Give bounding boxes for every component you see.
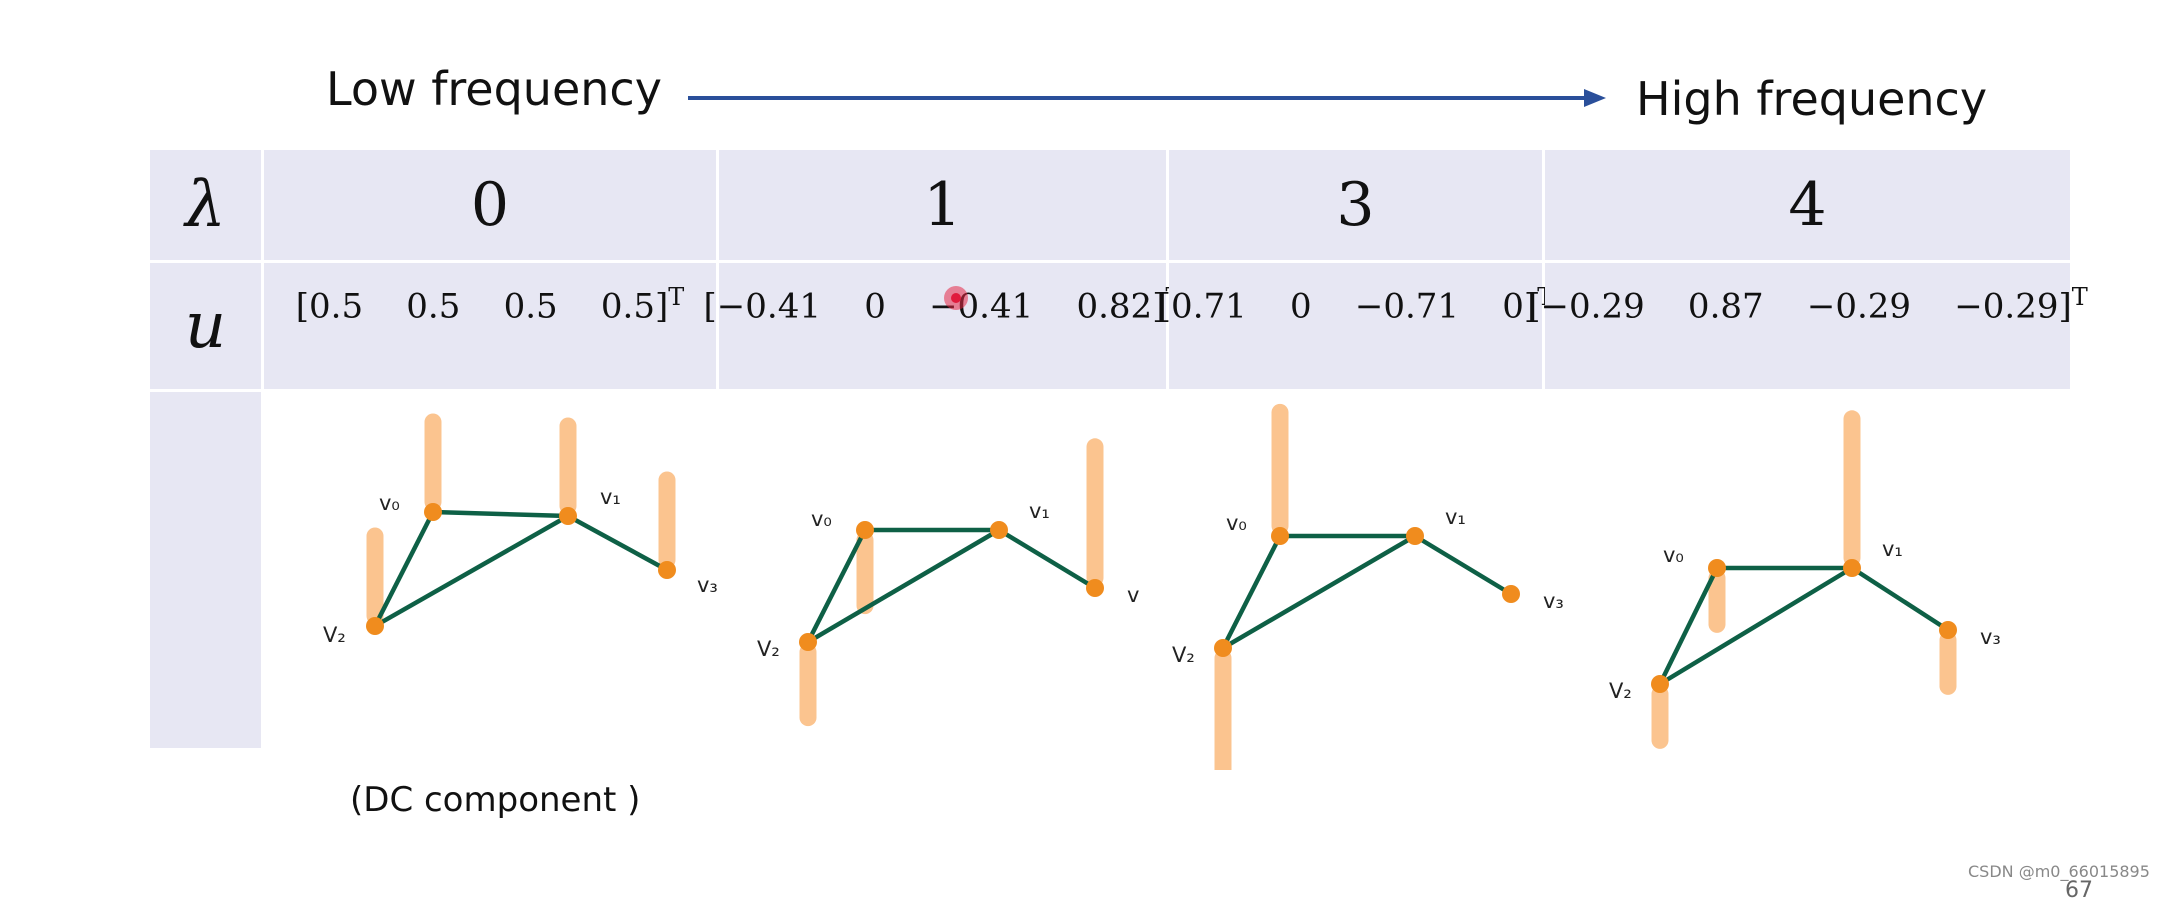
eigenvalue: 3 [1336, 170, 1375, 240]
frequency-arrow [688, 89, 1606, 107]
lambda-cell-0: 0 [264, 150, 716, 260]
eigenvalue: 1 [923, 170, 962, 240]
node-label: v₁ [1882, 537, 1903, 561]
u-symbol: u [184, 289, 227, 363]
graph-row-header-cell [150, 392, 261, 748]
graph-edge [1850, 566, 1950, 632]
lambda-symbol-cell: λ [150, 150, 261, 260]
graph-edge [372, 510, 436, 628]
graph-edge [1221, 534, 1417, 650]
graph-edge [432, 509, 569, 519]
graph-edge [997, 528, 1097, 590]
cursor-pointer-icon [944, 286, 968, 310]
graph-edge [566, 514, 669, 572]
node-label: V₂ [1172, 643, 1195, 667]
vector-cell-0: [0.5 0.5 0.5 0.5]T [264, 263, 716, 389]
graph-edge [373, 514, 570, 628]
vector-cell-1: [−0.41 0 −0.41 0.82]T [704, 263, 1181, 389]
graph-edge [805, 528, 868, 644]
lambda-cell-2: 3 [1169, 150, 1542, 260]
graph-node [366, 617, 384, 635]
lambda-cell-1: 1 [719, 150, 1166, 260]
lambda-cell-3: 4 [1545, 150, 2070, 260]
eigenvector: [0.5 0.5 0.5 0.5]T [295, 283, 685, 327]
graph-node [1939, 621, 1957, 639]
node-label: v₀ [1226, 511, 1247, 535]
graph-edge [1658, 566, 1854, 686]
high-frequency-label: High frequency [1636, 72, 1988, 126]
eigenvector: [0.71 0 −0.71 0]T [1158, 283, 1553, 326]
graph-node [658, 561, 676, 579]
lambda-symbol: λ [185, 168, 226, 242]
graph-node [559, 507, 577, 525]
transpose-mark: T [668, 283, 685, 311]
eigenvector: [−0.29 0.87 −0.29 −0.29]T [1527, 283, 2088, 327]
graph-node [1086, 579, 1104, 597]
node-label: v₃ [1980, 625, 2001, 649]
graph-node [799, 633, 817, 651]
graph-node [424, 503, 442, 521]
node-label: v₃ [697, 573, 718, 597]
graph-node [990, 521, 1008, 539]
vector-cell-2: [0.71 0 −0.71 0]T [1158, 263, 1553, 389]
graph-node [1406, 527, 1424, 545]
node-label: v₁ [1445, 505, 1466, 529]
vector-cell-3: [−0.29 0.87 −0.29 −0.29]T [1527, 263, 2088, 389]
graph-node [856, 521, 874, 539]
eigenvalue: 4 [1788, 170, 1827, 240]
page-number: 67 [2065, 878, 2093, 903]
graph-signals: v₀ v₁ V₂ v₃ v₀ v₁ V₂ v v₀ v₁ V₂ v₃ v₀ v₁ V₂ v₃ [323, 403, 2001, 770]
graph-edge [806, 528, 1001, 644]
node-label: v [1127, 583, 1139, 607]
node-label: v₀ [1663, 543, 1684, 567]
graph-edge [1657, 567, 1720, 685]
graph-node [1708, 559, 1726, 577]
graph-node [1271, 527, 1289, 545]
node-label: v₀ [811, 507, 832, 531]
graph-edge [1413, 534, 1513, 596]
node-label: v₃ [1543, 589, 1564, 613]
graph-node [1502, 585, 1520, 603]
node-label: V₂ [1609, 679, 1632, 703]
dc-component-label: (DC component ) [350, 780, 641, 820]
eigenvalue: 0 [470, 170, 510, 240]
graph-node [1651, 675, 1669, 693]
node-label: v₁ [600, 485, 621, 509]
graph-node [1843, 559, 1861, 577]
node-label: v₁ [1029, 499, 1050, 523]
node-label: V₂ [757, 637, 780, 661]
graph-node [1214, 639, 1232, 657]
transpose-mark: T [2071, 283, 2088, 311]
watermark: CSDN @m0_66015895 [1968, 862, 2150, 881]
graph-edge [1220, 534, 1283, 650]
node-label: v₀ [379, 491, 400, 515]
eigenvector: [−0.41 0 −0.41 0.82]T [704, 283, 1182, 326]
node-label: V₂ [323, 623, 346, 647]
low-frequency-label: Low frequency [326, 62, 662, 116]
u-symbol-cell: u [150, 263, 261, 389]
